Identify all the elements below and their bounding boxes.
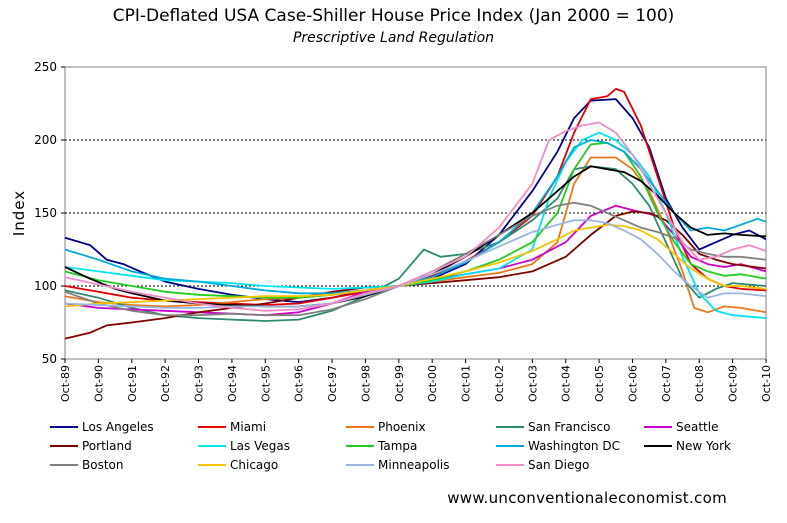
x-tick-label: Oct-01 — [460, 365, 473, 402]
x-tick-label: Oct-08 — [693, 365, 706, 402]
y-tick-label: 100 — [34, 279, 57, 293]
series-line-portland — [64, 210, 767, 340]
series-line-minneapolis — [64, 219, 767, 309]
y-tick-label: 150 — [34, 206, 57, 220]
x-tick-label: Oct-89 — [59, 365, 72, 402]
x-tick-label: Oct-00 — [426, 365, 439, 402]
y-tick-label: 250 — [34, 60, 57, 74]
x-tick-label: Oct-96 — [293, 365, 306, 402]
x-tick-label: Oct-06 — [626, 365, 639, 402]
x-tick-label: Oct-97 — [326, 365, 339, 402]
x-tick-label: Oct-10 — [760, 365, 773, 402]
chart-subtitle: Prescriptive Land Regulation — [292, 30, 495, 46]
x-tick-label: Oct-99 — [393, 365, 406, 402]
y-axis-label: Index — [10, 190, 28, 236]
x-tick-label: Oct-09 — [727, 365, 740, 402]
chart-title: CPI-Deflated USA Case-Shiller House Pric… — [112, 6, 675, 26]
x-tick-label: Oct-98 — [359, 365, 372, 402]
y-tick-label: 50 — [42, 352, 57, 366]
x-tick-label: Oct-94 — [226, 365, 239, 402]
x-tick-label: Oct-92 — [159, 365, 172, 402]
x-tick-label: Oct-03 — [526, 365, 539, 402]
series-line-las-vegas — [64, 131, 767, 319]
series-line-chicago — [64, 223, 767, 308]
series-line-san-diego — [64, 121, 767, 312]
source-footer: www.unconventionaleconomist.com — [447, 489, 727, 507]
series-line-tampa — [64, 142, 767, 299]
y-tick-label: 200 — [34, 133, 57, 147]
x-tick-label: Oct-95 — [259, 365, 272, 402]
x-tick-label: Oct-02 — [493, 365, 506, 402]
x-tick-label: Oct-90 — [92, 365, 105, 402]
series-line-boston — [64, 201, 767, 317]
x-tick-label: Oct-07 — [660, 365, 673, 402]
x-tick-label: Oct-93 — [193, 365, 206, 402]
x-tick-label: Oct-04 — [560, 365, 573, 402]
x-tick-label: Oct-91 — [126, 365, 139, 402]
series-line-san-francisco — [64, 165, 767, 322]
x-tick-label: Oct-05 — [593, 365, 606, 402]
